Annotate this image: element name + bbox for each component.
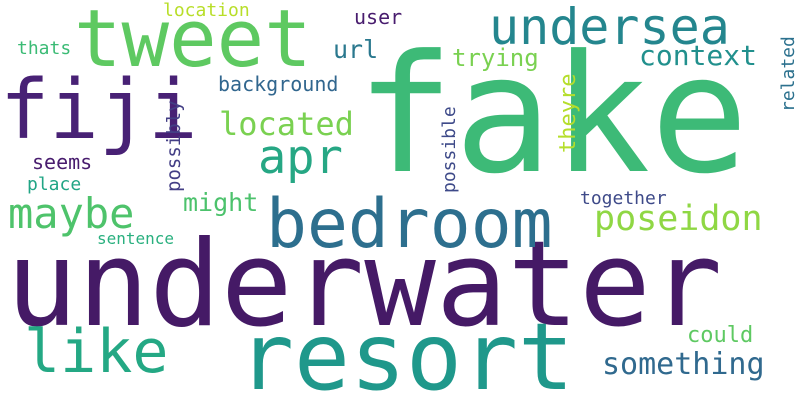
word-theyre: theyre (556, 73, 581, 153)
word-could: could (687, 323, 754, 348)
word-thats: thats (17, 38, 72, 59)
word-possible: possible (439, 106, 460, 193)
word-location: location (163, 0, 250, 21)
word-underwater: underwater (6, 216, 723, 354)
word-related: related (778, 36, 799, 112)
word-possibly: possibly (163, 100, 185, 192)
word-place: place (27, 174, 82, 195)
word-fake: fake (356, 21, 749, 210)
word-bedroom: bedroom (266, 185, 553, 264)
word-apr: apr (258, 130, 343, 185)
word-url: url (333, 35, 379, 64)
word-seems: seems (32, 150, 93, 174)
word-might: might (183, 188, 259, 217)
word-background: background (218, 72, 339, 96)
word-user: user (354, 5, 403, 29)
word-located: located (219, 105, 354, 143)
word-poseidon: poseidon (594, 199, 763, 239)
word-trying: trying (452, 44, 539, 72)
word-context: context (639, 39, 758, 72)
word-maybe: maybe (8, 189, 135, 238)
word-fiji: fiji (0, 63, 198, 158)
word-sentence: sentence (97, 229, 175, 248)
word-tweet: tweet (74, 0, 312, 85)
word-something: something (602, 347, 765, 382)
word-like: like (24, 317, 169, 387)
word-undersea: undersea (489, 0, 730, 56)
word-resort: resort (238, 303, 574, 400)
word-together: together (580, 188, 667, 209)
